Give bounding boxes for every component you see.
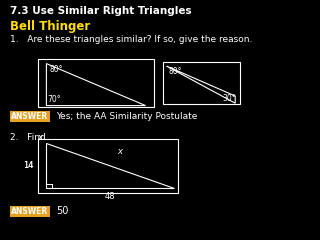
- Text: x: x: [37, 133, 42, 142]
- Polygon shape: [166, 66, 235, 103]
- FancyBboxPatch shape: [10, 206, 50, 217]
- FancyBboxPatch shape: [163, 62, 240, 104]
- Text: 70°: 70°: [47, 96, 61, 104]
- Text: 48: 48: [105, 192, 116, 201]
- Text: ANSWER: ANSWER: [11, 112, 48, 121]
- Polygon shape: [46, 143, 174, 188]
- Text: Bell Thinger: Bell Thinger: [10, 20, 90, 33]
- Text: ANSWER: ANSWER: [11, 207, 48, 216]
- Text: 50: 50: [56, 206, 68, 216]
- Text: x: x: [117, 147, 123, 156]
- Text: 30°: 30°: [222, 94, 236, 103]
- Text: 80°: 80°: [50, 65, 63, 74]
- Text: Yes; the AA Similarity Postulate: Yes; the AA Similarity Postulate: [56, 112, 197, 121]
- Text: 80°: 80°: [169, 67, 182, 76]
- FancyBboxPatch shape: [10, 111, 50, 122]
- Text: 14: 14: [23, 161, 34, 170]
- Text: 1.   Are these triangles similar? If so, give the reason.: 1. Are these triangles similar? If so, g…: [10, 35, 252, 44]
- Polygon shape: [46, 64, 146, 106]
- Text: 14: 14: [23, 161, 34, 170]
- Text: 2.   Find: 2. Find: [10, 133, 48, 142]
- Text: .: .: [42, 133, 44, 142]
- Text: 7.3 Use Similar Right Triangles: 7.3 Use Similar Right Triangles: [10, 6, 191, 16]
- FancyBboxPatch shape: [38, 139, 178, 193]
- FancyBboxPatch shape: [38, 59, 154, 107]
